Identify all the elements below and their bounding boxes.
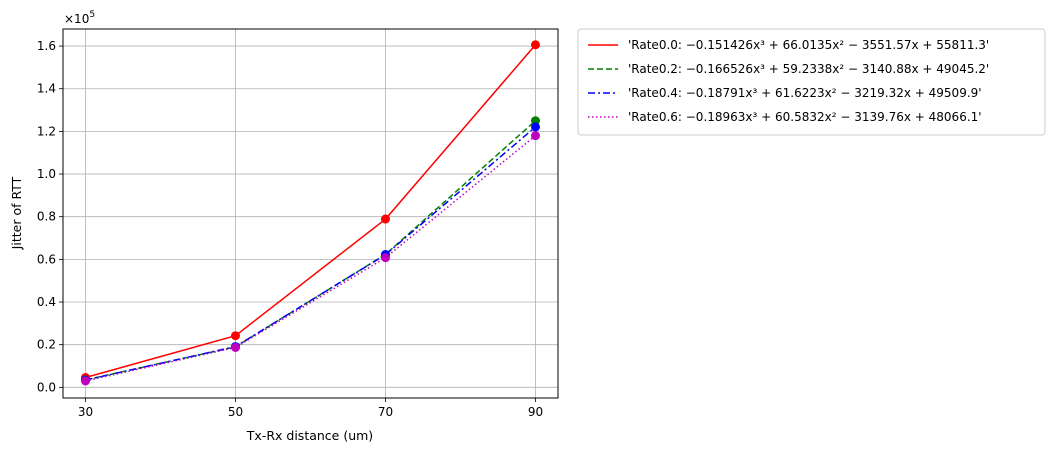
y-multiplier-label: ×105 — [64, 10, 95, 26]
y-tick-label: 0.4 — [37, 295, 56, 309]
x-axis-ticks: 30 50 70 90 — [78, 398, 543, 419]
x-tick-label: 50 — [228, 405, 243, 419]
y-multiplier-exponent: 5 — [89, 10, 95, 20]
y-tick-label: 0.0 — [37, 380, 56, 394]
x-tick-label: 70 — [378, 405, 393, 419]
grid-lines — [63, 29, 558, 398]
plot-frame — [62, 28, 559, 399]
y-tick-label: 1.0 — [37, 167, 56, 181]
data-point-2-3 — [531, 122, 540, 132]
y-tick-label: 0.6 — [37, 252, 56, 266]
data-point-3-1 — [231, 342, 240, 352]
x-axis-label: Tx-Rx distance (um) — [246, 428, 373, 443]
legend-label-2: 'Rate0.4: −0.18791x³ + 61.6223x² − 3219.… — [628, 86, 982, 100]
data-point-0-3 — [531, 40, 540, 50]
series-line-3 — [85, 135, 536, 382]
y-tick-label: 1.6 — [37, 39, 56, 53]
y-tick-label: 0.2 — [37, 338, 56, 352]
y-tick-label: 0.8 — [37, 210, 56, 224]
legend-label-3: 'Rate0.6: −0.18963x³ + 60.5832x² − 3139.… — [628, 110, 982, 124]
data-point-3-2 — [381, 253, 390, 263]
data-point-3-3 — [531, 131, 540, 141]
y-multiplier-base: ×10 — [64, 12, 89, 26]
legend-frame — [577, 28, 1046, 136]
series-line-0 — [85, 44, 537, 379]
series-line-1 — [85, 120, 536, 381]
y-axis-ticks: 0.0 0.2 0.4 0.6 0.8 1.0 1.2 1.4 1.6 — [37, 39, 63, 394]
y-tick-label: 1.4 — [37, 82, 56, 96]
data-point-1-3 — [531, 116, 540, 126]
data-point-0-1 — [231, 331, 240, 341]
data-series — [81, 40, 540, 386]
data-point-3-0 — [81, 376, 90, 386]
series-line-2 — [85, 126, 536, 381]
legend-label-1: 'Rate0.2: −0.166526x³ + 59.2338x² − 3140… — [628, 62, 989, 76]
legend-label-0: 'Rate0.0: −0.151426x³ + 66.0135x² − 3551… — [628, 38, 989, 52]
y-axis-label: Jitter of RTT — [9, 176, 24, 250]
legend: 'Rate0.0: −0.151426x³ + 66.0135x² − 3551… — [577, 28, 1046, 136]
x-tick-label: 90 — [528, 405, 543, 419]
y-tick-label: 1.2 — [37, 124, 56, 138]
data-point-0-2 — [381, 214, 390, 224]
x-tick-label: 30 — [78, 405, 93, 419]
